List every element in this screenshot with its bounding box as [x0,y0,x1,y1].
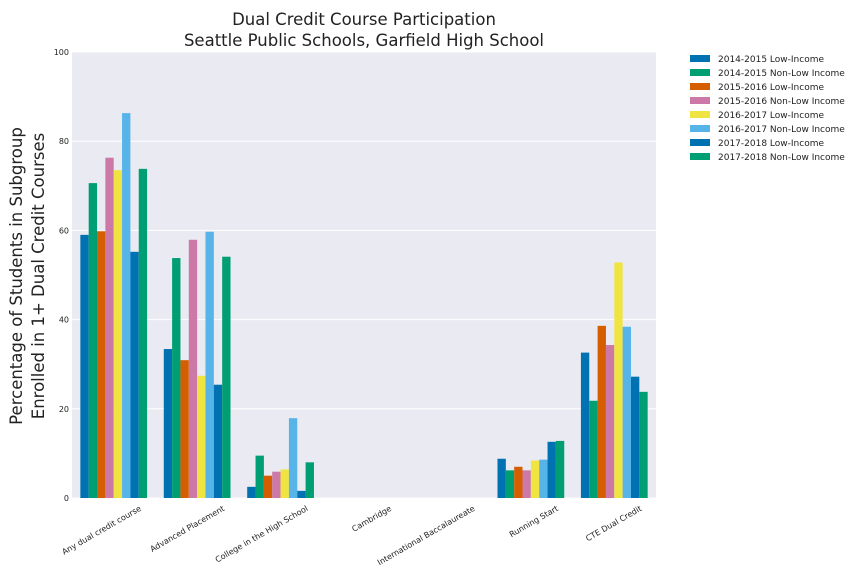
bar [255,455,264,498]
chart-title: Dual Credit Course Participation [232,10,496,29]
bar [280,469,289,498]
legend: 2014-2015 Low-Income 2014-2015 Non-Low In… [690,55,845,163]
x-tick-label: CTE Dual Credit [584,504,643,543]
bar [605,345,615,498]
bar [580,352,590,498]
y-tick-label: 80 [59,137,69,146]
legend-label: 2015-2016 Low-Income [718,83,824,93]
y-tick-label: 20 [59,405,69,414]
y-tick-label: 0 [64,494,69,503]
bar [180,360,189,498]
legend-swatch [690,55,710,62]
bar [188,239,198,499]
y-tick-label: 60 [59,226,69,235]
plot-background [72,52,656,498]
bar [639,391,648,498]
legend-label: 2016-2017 Non-Low Income [718,125,845,135]
chart-subtitle: Seattle Public Schools, Garfield High Sc… [184,31,544,50]
bar [622,326,631,498]
bar [213,384,223,498]
legend-label: 2014-2015 Non-Low Income [718,69,845,79]
x-tick-label: Advanced Placement [149,504,226,554]
legend-swatch [690,97,710,104]
bar [630,376,640,498]
bar [197,375,206,498]
bar [122,113,131,499]
legend-label: 2017-2018 Low-Income [718,139,824,149]
bar [263,475,273,498]
bar [105,157,114,498]
bar [272,471,281,498]
plot-area: 0 20 40 60 80 100 Any dual credit course Advanc… [54,48,656,567]
bar [130,251,139,498]
legend-label: 2014-2015 Low-Income [718,55,824,65]
bar [539,459,548,498]
x-tick-label: Cambridge [350,504,393,534]
bar [80,234,89,499]
bar [247,486,256,498]
x-tick-label: College in the High School [214,504,310,564]
x-tick-label: Any dual credit course [60,504,142,557]
bar [288,418,298,498]
bar [530,460,540,498]
bar [297,490,306,498]
bar [497,458,506,498]
bar [138,168,148,499]
x-tick-label: Running Start [508,504,560,539]
bar [555,440,565,498]
bar [163,349,173,498]
legend-swatch [690,69,710,76]
bar [172,258,181,498]
bar [597,325,606,498]
bar [222,256,231,498]
bar [614,262,623,498]
x-tick-label: International Baccalaureate [376,504,477,567]
bar [97,231,106,499]
y-axis-label-line1: Percentage of Students in Subgroup [7,127,26,425]
bar [522,470,531,498]
legend-swatch [690,153,710,160]
bar [547,441,556,498]
y-tick-label: 100 [54,48,69,57]
legend-swatch [690,83,710,90]
bar [205,231,214,498]
legend-swatch [690,125,710,132]
legend-swatch [690,139,710,146]
bar [305,462,314,498]
legend-swatch [690,111,710,118]
y-tick-label: 40 [59,316,69,325]
legend-label: 2017-2018 Non-Low Income [718,153,845,163]
bar [88,183,98,498]
bar [505,470,515,498]
y-axis-label-line2: Enrolled in 1+ Dual Credit Courses [29,133,48,419]
bar [589,400,598,498]
bar [113,170,123,498]
legend-label: 2016-2017 Low-Income [718,111,824,121]
legend-label: 2015-2016 Non-Low Income [718,97,845,107]
bar [514,466,523,498]
